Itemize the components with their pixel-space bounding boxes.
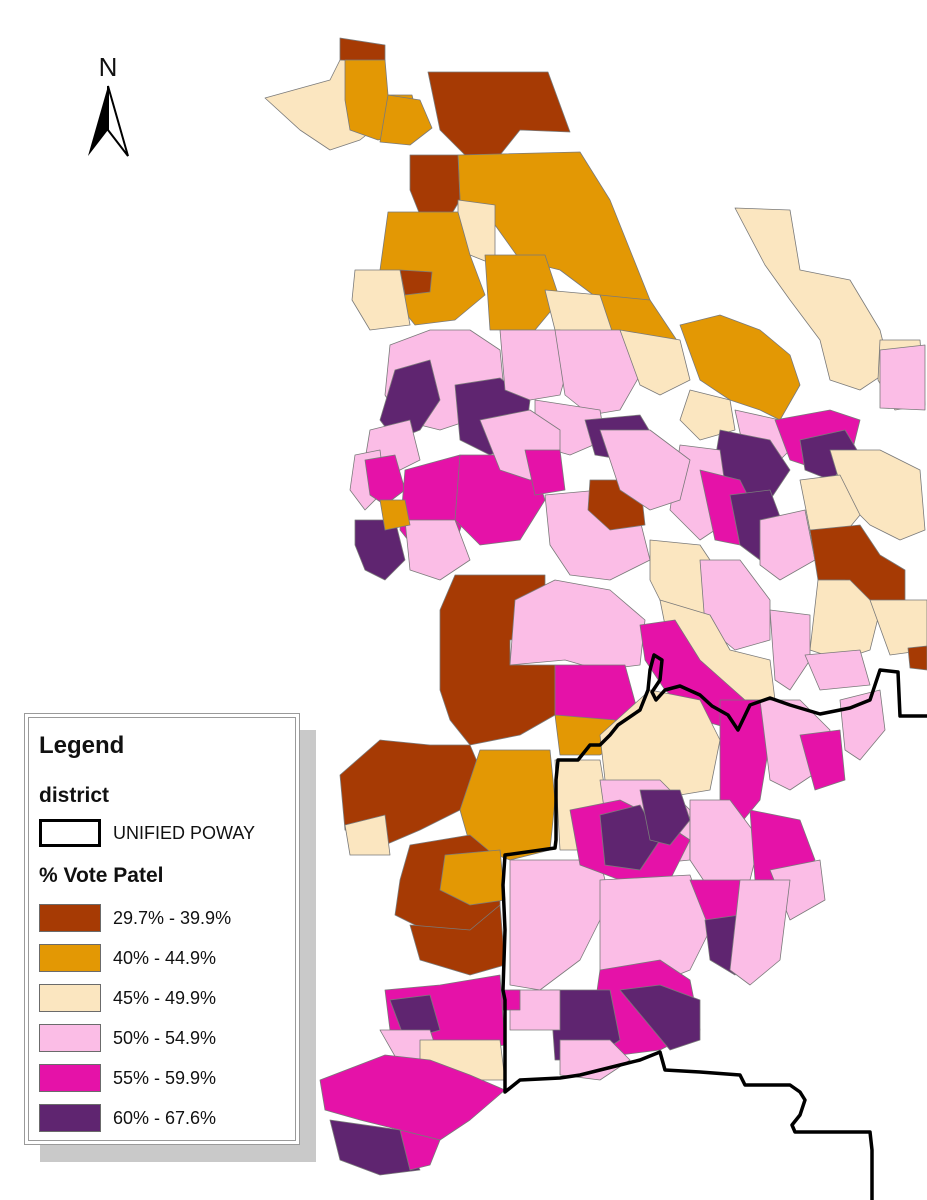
legend-label-3: 50% - 54.9% <box>113 1028 217 1048</box>
precinct <box>879 344 926 411</box>
precinct <box>364 454 406 506</box>
legend-label-0: 29.7% - 39.9% <box>113 908 232 928</box>
legend-swatch-0 <box>39 904 101 932</box>
precinct <box>559 1039 631 1081</box>
precinct <box>734 207 891 391</box>
legend-swatch-3 <box>39 1024 101 1052</box>
precinct <box>484 254 561 331</box>
precinct <box>759 509 816 581</box>
legend-swatch-2 <box>39 984 101 1012</box>
north-arrow-label: N <box>98 52 118 82</box>
precinct <box>329 1119 421 1176</box>
precinct-polygons <box>264 37 927 1176</box>
precinct <box>679 314 801 421</box>
precinct <box>599 429 691 511</box>
north-arrow-icon <box>88 85 129 157</box>
precinct <box>509 859 611 991</box>
precinct <box>344 814 391 856</box>
legend-label-2: 45% - 49.9% <box>113 988 217 1008</box>
precinct <box>689 799 761 891</box>
legend-district-title: district <box>39 784 110 807</box>
legend-frame <box>28 717 296 1141</box>
north-arrow: N <box>82 52 134 162</box>
precinct <box>804 649 871 691</box>
precinct <box>351 269 411 331</box>
precinct <box>379 359 441 441</box>
district-boundary <box>501 653 927 1200</box>
precinct <box>907 645 927 671</box>
precinct <box>619 329 691 396</box>
precinct <box>839 689 886 761</box>
precinct <box>379 94 433 146</box>
precinct <box>619 984 701 1051</box>
legend-title: Legend <box>39 732 125 759</box>
precinct <box>354 519 406 581</box>
precinct <box>729 879 791 986</box>
precinct <box>639 789 691 846</box>
legend-swatch-4 <box>39 1064 101 1092</box>
legend-district-label: UNIFIED POWAY <box>113 823 256 843</box>
precinct <box>769 609 811 691</box>
precinct <box>679 389 736 441</box>
precinct <box>404 519 471 581</box>
precinct <box>399 269 433 296</box>
precinct <box>509 989 561 1031</box>
precinct <box>409 154 461 221</box>
legend: Legend district UNIFIED POWAY % Vote Pat… <box>24 713 300 1145</box>
precinct <box>427 71 571 156</box>
precinct <box>524 449 566 496</box>
precinct <box>509 579 646 671</box>
legend-swatch-5 <box>39 1104 101 1132</box>
precinct <box>319 1054 506 1141</box>
precinct <box>459 749 556 861</box>
legend-swatch-1 <box>39 944 101 972</box>
precinct <box>379 499 411 531</box>
legend-vote-title: % Vote Patel <box>39 864 164 887</box>
precinct <box>799 729 846 791</box>
legend-district-swatch <box>39 819 101 847</box>
legend-label-4: 55% - 59.9% <box>113 1068 217 1088</box>
precinct <box>439 849 506 906</box>
precinct <box>599 804 661 871</box>
legend-label-5: 60% - 67.6% <box>113 1108 217 1128</box>
precinct <box>399 1129 441 1171</box>
legend-label-1: 40% - 44.9% <box>113 948 217 968</box>
precinct <box>389 994 441 1041</box>
precinct <box>869 599 927 656</box>
